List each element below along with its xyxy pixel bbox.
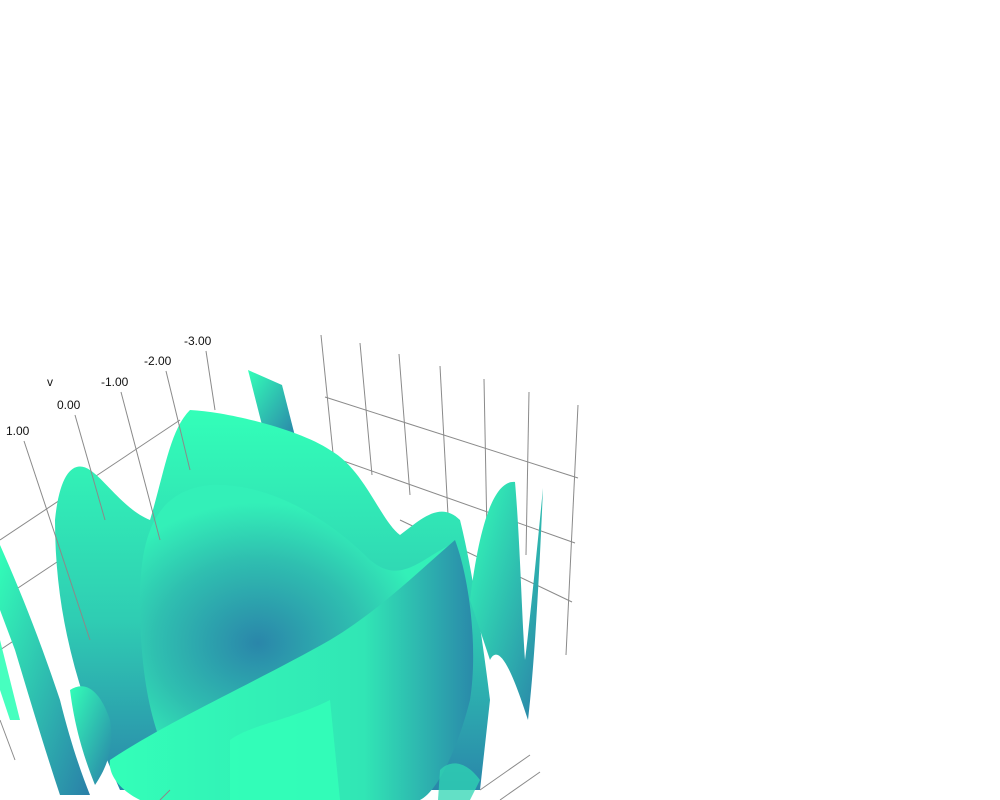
surface-spike (248, 370, 296, 440)
back-gridline (525, 391, 530, 556)
back-gridline (359, 342, 373, 476)
back-gridline (439, 365, 449, 516)
surface-lower-fold (230, 700, 340, 800)
y-tick-line (205, 350, 216, 411)
surface-front-ridge (109, 540, 474, 800)
front-gridline (0, 719, 16, 761)
y-axis-title: v (47, 375, 53, 389)
back-gridline (324, 396, 579, 479)
y-tick-label: -1.00 (101, 375, 129, 389)
y-tick-label: 0.00 (57, 398, 81, 412)
y-tick-label: -2.00 (144, 354, 172, 368)
back-gridline (483, 378, 488, 536)
y-tick-line (74, 414, 106, 521)
surface-right-spike (470, 481, 543, 720)
front-gridlines (0, 719, 541, 800)
surface-left-strand-2 (0, 640, 20, 720)
surface-bowl (140, 484, 450, 740)
y-tick-line (23, 440, 91, 641)
surface-mesh (0, 370, 543, 800)
back-gridline (334, 457, 576, 544)
y-axis-ticks: 1.00 0.00 -1.00 -2.00 -3.00 (6, 334, 216, 641)
surface-left-lobe (70, 686, 112, 785)
back-gridline (398, 353, 411, 496)
front-gridline (159, 789, 171, 800)
y-tick-line (120, 391, 161, 541)
surface-left-strand (0, 545, 90, 795)
front-gridline (479, 754, 531, 791)
y-tick-label: -3.00 (184, 334, 212, 348)
back-gridline (320, 334, 334, 454)
y-axis: v 1.00 0.00 -1.00 -2.00 -3.00 (6, 334, 216, 641)
back-gridline (565, 404, 579, 656)
y-tick-line (165, 370, 191, 471)
y-tick-label: 1.00 (6, 424, 30, 438)
front-gridline (499, 771, 541, 800)
surface-lower-fold-2 (438, 763, 480, 800)
